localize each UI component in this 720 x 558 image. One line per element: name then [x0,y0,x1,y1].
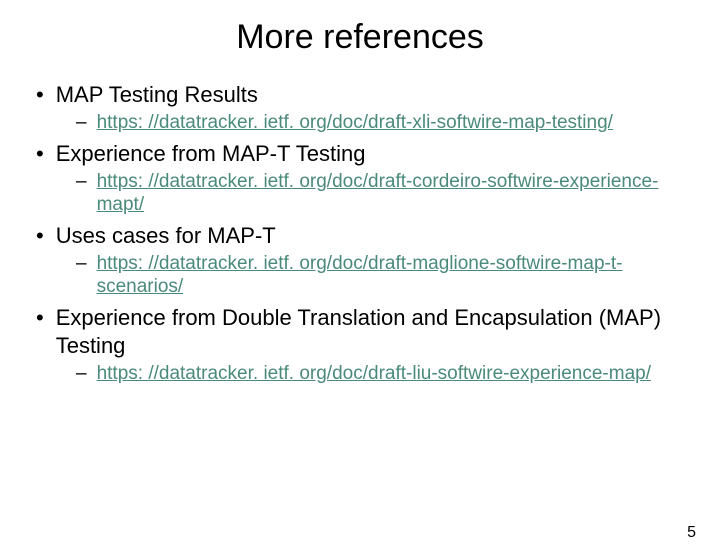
bullet-marker: • [36,304,44,332]
sub-marker: – [76,362,87,385]
bullet-marker: • [36,140,44,168]
bullet-label: Experience from MAP-T Testing [56,140,366,168]
reference-link[interactable]: https: //datatracker. ietf. org/doc/draf… [97,170,674,216]
slide-title: More references [0,18,720,57]
bullet-label: MAP Testing Results [56,81,258,109]
sub-item: – https: //datatracker. ietf. org/doc/dr… [76,252,684,298]
slide-content: • MAP Testing Results – https: //datatra… [0,81,720,385]
bullet-item: • MAP Testing Results [36,81,684,109]
bullet-item: • Experience from MAP-T Testing [36,140,684,168]
bullet-marker: • [36,222,44,250]
sub-marker: – [76,170,87,193]
sub-item: – https: //datatracker. ietf. org/doc/dr… [76,170,684,216]
bullet-item: • Experience from Double Translation and… [36,304,684,360]
sub-item: – https: //datatracker. ietf. org/doc/dr… [76,362,684,385]
sub-item: – https: //datatracker. ietf. org/doc/dr… [76,111,684,134]
reference-link[interactable]: https: //datatracker. ietf. org/doc/draf… [97,111,613,134]
bullet-item: • Uses cases for MAP-T [36,222,684,250]
page-number: 5 [687,524,696,542]
sub-marker: – [76,111,87,134]
reference-link[interactable]: https: //datatracker. ietf. org/doc/draf… [97,362,651,385]
reference-link[interactable]: https: //datatracker. ietf. org/doc/draf… [97,252,674,298]
sub-marker: – [76,252,87,275]
bullet-label: Experience from Double Translation and E… [56,304,684,360]
bullet-label: Uses cases for MAP-T [56,222,276,250]
bullet-marker: • [36,81,44,109]
